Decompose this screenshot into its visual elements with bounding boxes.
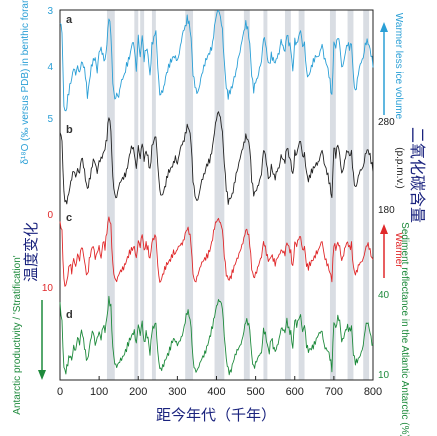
series-line-panel-d xyxy=(59,295,374,376)
shaded-interval-4 xyxy=(185,10,194,380)
panel-a-left-axis-label: δ¹⁸O (‰ versus PDB) in benthic foraminif… xyxy=(20,0,31,165)
panel-c-arrowhead-icon xyxy=(380,224,388,234)
shaded-interval-3 xyxy=(151,10,156,380)
shaded-interval-12 xyxy=(363,10,370,380)
panel-a-tick-mid: 4 xyxy=(47,62,53,73)
series-layer xyxy=(59,10,374,376)
shaded-interval-8 xyxy=(284,10,291,380)
x-tick-label: 400 xyxy=(207,386,225,398)
x-tick-label: 200 xyxy=(129,386,147,398)
shaded-interval-0 xyxy=(106,10,115,380)
shaded-interval-6 xyxy=(243,10,250,380)
glacial-shading xyxy=(106,10,370,380)
x-tick-label: 700 xyxy=(325,386,343,398)
x-tick-label: 600 xyxy=(286,386,304,398)
x-tick-label: 500 xyxy=(246,386,264,398)
panel-a-tick-bottom: 5 xyxy=(47,114,53,125)
shaded-interval-1 xyxy=(134,10,139,380)
series-line-panel-b xyxy=(59,111,374,205)
series-line-panel-c xyxy=(59,216,374,287)
panel-c-right-label: Warmer xyxy=(393,232,404,268)
x-tick-label: 0 xyxy=(57,386,63,398)
panel-d-arrowhead-icon xyxy=(38,370,46,380)
shaded-interval-9 xyxy=(298,10,305,380)
panel-c-letter: c xyxy=(66,212,72,224)
x-tick-label: 300 xyxy=(168,386,186,398)
x-tick-label: 100 xyxy=(90,386,108,398)
x-axis: 0 100 200 300 400 500 600 700 800 距今年代（千年） xyxy=(57,376,382,424)
panel-d-tick-top: 40 xyxy=(378,290,390,301)
panel-d-left-title: Antarctic productivity / 'Stratification… xyxy=(12,255,23,415)
panel-c-tick-top: 0 xyxy=(47,210,53,221)
panel-b-tick-top: 280 xyxy=(378,117,395,128)
panel-b-right-title: 二氧化碳含量 xyxy=(408,127,427,223)
shaded-interval-2 xyxy=(140,10,145,380)
panel-a-right-label: Warmer less ice volume xyxy=(393,13,404,120)
panel-d-right-axis-label: Sediment reflectance in the Atlantic Ant… xyxy=(399,222,410,436)
panel-a-letter: a xyxy=(66,14,73,26)
shaded-interval-10 xyxy=(329,10,336,380)
panel-a-tick-top: 3 xyxy=(47,6,53,17)
x-axis-label: 距今年代（千年） xyxy=(156,406,276,424)
x-ticks: 0 100 200 300 400 500 600 700 800 xyxy=(57,376,382,398)
panel-a-arrowhead-icon xyxy=(380,22,388,32)
panel-c-tick-bottom: 10 xyxy=(42,283,54,294)
x-tick-label: 800 xyxy=(364,386,382,398)
panel-b-tick-bottom: 180 xyxy=(378,205,395,216)
series-line-panel-a xyxy=(59,10,374,112)
panel-c-left-title: 温度变化 xyxy=(22,222,40,282)
shaded-interval-11 xyxy=(347,10,354,380)
shaded-interval-5 xyxy=(214,10,225,380)
plot-area xyxy=(59,9,374,381)
panel-b-right-unit: (p.p.m.v.) xyxy=(394,147,405,188)
panel-d-tick-bottom: 10 xyxy=(378,370,390,381)
panel-d-letter: d xyxy=(66,309,73,321)
panel-b-letter: b xyxy=(66,124,73,136)
shaded-interval-7 xyxy=(263,10,268,380)
